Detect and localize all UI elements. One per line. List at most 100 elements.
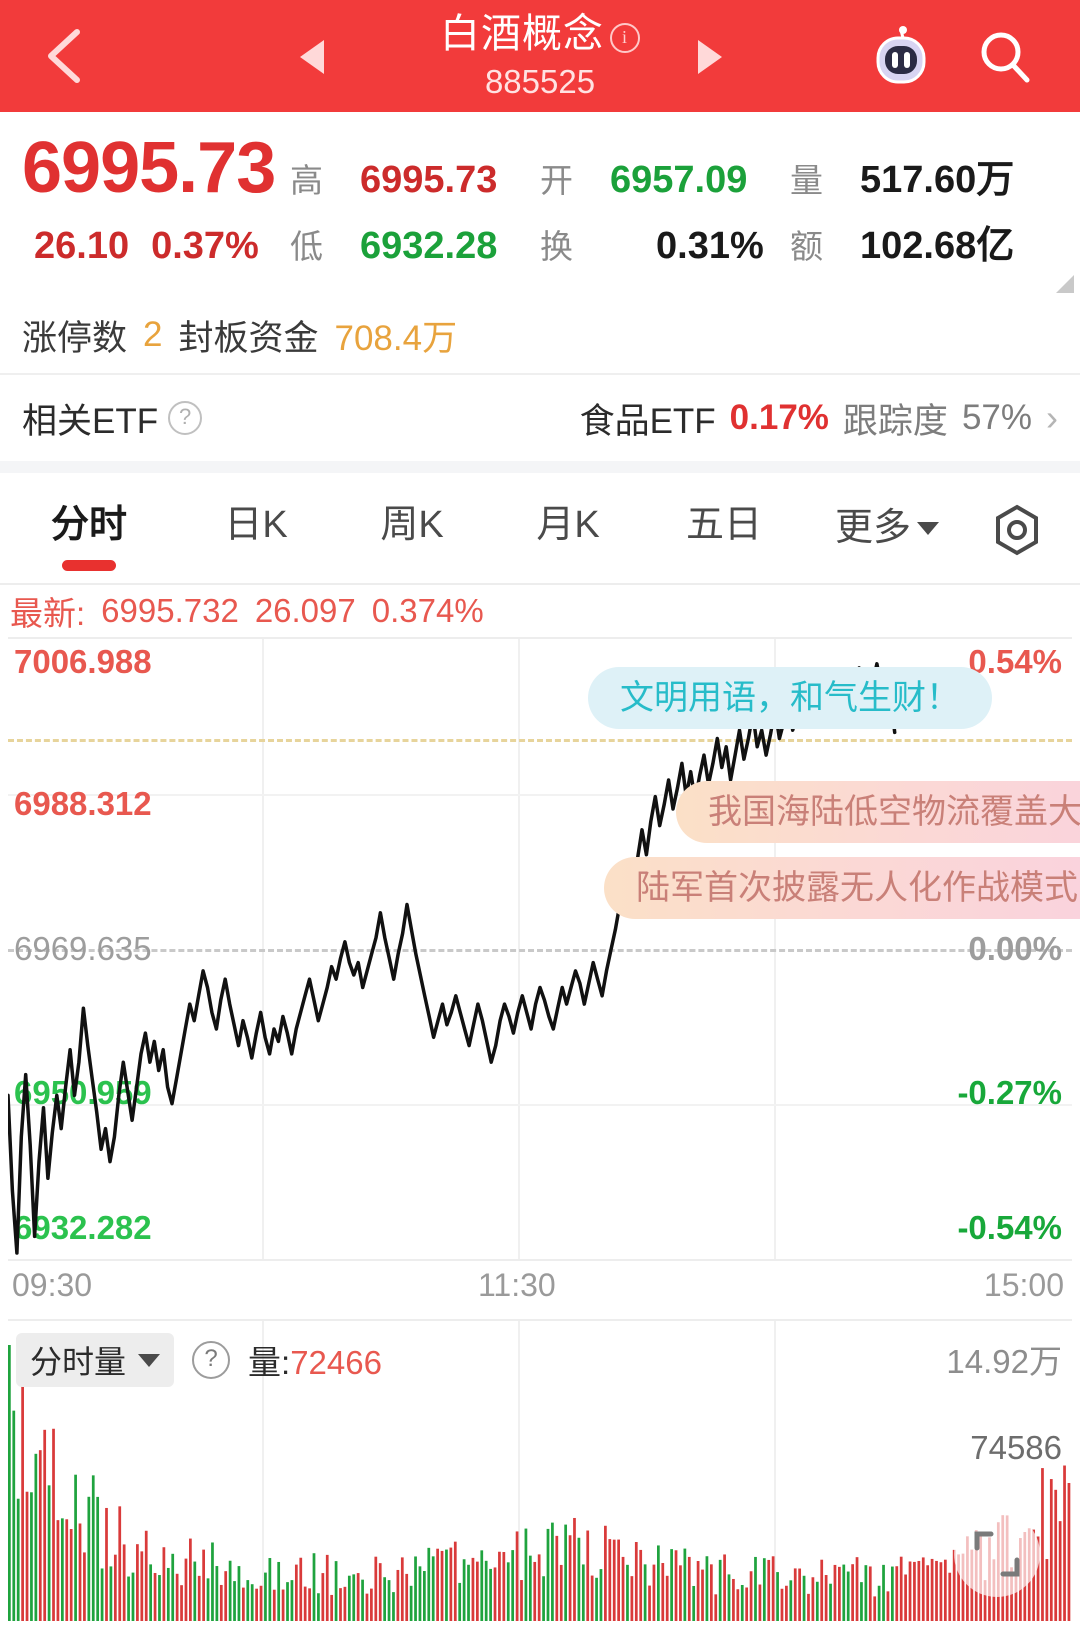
next-stock-button[interactable] — [698, 40, 722, 74]
change-percent: 0.37% — [151, 225, 259, 267]
tab-day-k[interactable]: 日K — [224, 504, 288, 546]
volume-indicator-label: 分时量 — [30, 1344, 127, 1380]
limit-up-row: 涨停数 2 封板资金 708.4万 — [0, 297, 1080, 375]
time-tick-2: 15:00 — [983, 1267, 1064, 1303]
quote-panel: 6995.73 高 6995.73 开 6957.09 量 517.60万 26… — [0, 112, 1080, 297]
grid-line-h — [8, 794, 1072, 796]
volume-label: 量 — [790, 162, 823, 199]
pct-axis-label-3: -0.27% — [957, 1074, 1062, 1111]
time-axis: 09:30 11:30 15:00 — [8, 1261, 1072, 1319]
open-label: 开 — [540, 162, 573, 199]
grid-line-v — [518, 1321, 520, 1621]
seal-fund-amount: 708.4万 — [334, 318, 458, 358]
volume-readout-value: 72466 — [290, 1344, 382, 1381]
volume-header: 分时量 ? 量:72466 — [16, 1333, 382, 1387]
prev-stock-button[interactable] — [300, 40, 324, 74]
back-button[interactable] — [34, 26, 94, 86]
volume-cell: 量 517.60万 — [790, 148, 1014, 203]
y-axis-label-0: 7006.988 — [14, 643, 152, 680]
volume-max-label: 14.92万 — [946, 1343, 1062, 1380]
time-tick-1: 11:30 — [478, 1267, 556, 1303]
tab-more[interactable]: 更多 — [802, 473, 972, 583]
quote-row-2: 26.10 0.37% 低 6932.28 换 0.31% 额 102.68亿 — [22, 214, 1058, 294]
time-tick-0: 09:30 — [12, 1267, 93, 1303]
search-icon — [981, 32, 1030, 83]
y-axis-label-2: 6969.635 — [14, 930, 152, 967]
latest-price: 6995.732 — [101, 592, 239, 629]
settings-gear-icon — [996, 504, 1038, 556]
turnover-value: 0.31% — [656, 225, 764, 267]
low-label: 低 — [290, 228, 323, 265]
price-line — [8, 662, 897, 1255]
caret-down-icon — [138, 1353, 161, 1367]
last-price: 6995.73 — [22, 128, 276, 208]
seal-fund-label: 封板资金 — [178, 318, 319, 358]
news-pill-1[interactable]: 我国海陆低空物流覆盖大突 — [676, 781, 1080, 843]
high-label: 高 — [290, 162, 323, 199]
track-value: 57% — [961, 398, 1032, 437]
latest-percent: 0.374% — [371, 592, 484, 629]
tab-more-label: 更多 — [834, 507, 911, 549]
etf-change-percent: 0.17% — [729, 398, 829, 437]
page-title[interactable]: 白酒概念 i — [440, 8, 640, 60]
info-icon[interactable]: i — [610, 23, 640, 53]
fullscreen-expand-icon — [974, 1531, 1020, 1577]
caret-down-icon — [917, 521, 939, 535]
limit-up-count: 2 — [143, 315, 163, 354]
news-pill-2[interactable]: 陆军首次披露无人化作战模式 — [604, 857, 1080, 919]
robot-assistant-button[interactable] — [870, 26, 932, 88]
related-etf-left: 相关ETF ? — [22, 393, 203, 444]
volume-chart[interactable]: 分时量 ? 量:72466 14.92万 74586 — [8, 1319, 1072, 1621]
volume-indicator-selector[interactable]: 分时量 — [16, 1333, 175, 1387]
prev-close-dashed-line — [8, 949, 1072, 952]
low-value: 6932.28 — [360, 225, 498, 267]
amount-value: 102.68亿 — [860, 225, 1015, 267]
question-icon[interactable]: ? — [192, 1341, 231, 1379]
amount-cell: 额 102.68亿 — [790, 214, 1014, 269]
track-label: 跟踪度 — [842, 401, 948, 441]
turnover-label: 换 — [540, 228, 573, 265]
intraday-price-chart[interactable]: 7006.988 6988.312 6969.635 6950.959 6932… — [8, 637, 1080, 1261]
related-etf-row[interactable]: 相关ETF ? 食品ETF 0.17% 跟踪度 57% › — [0, 375, 1080, 473]
grid-line-v — [774, 1321, 776, 1621]
question-icon[interactable]: ? — [168, 401, 203, 435]
pct-axis-label-0: 0.54% — [968, 643, 1062, 680]
volume-current-label: 74586 — [970, 1429, 1062, 1466]
tab-fenshi[interactable]: 分时 — [0, 473, 178, 583]
page-title-text: 白酒概念 — [440, 12, 604, 56]
quote-row-1: 6995.73 高 6995.73 开 6957.09 量 517.60万 — [22, 122, 1058, 214]
y-axis-label-1: 6988.312 — [14, 785, 152, 822]
triangle-left-icon — [300, 40, 324, 74]
chart-tab-bar: 分时 日K 周K 月K 五日 更多 — [0, 473, 1080, 585]
amount-label: 额 — [790, 228, 823, 265]
etf-name: 食品ETF — [579, 401, 716, 441]
grid-line-h — [8, 1104, 1072, 1106]
upper-dashed-line — [8, 739, 1072, 742]
chevron-left-icon — [48, 29, 80, 83]
chart-settings-button[interactable] — [988, 501, 1046, 559]
open-value: 6957.09 — [610, 159, 748, 201]
open-cell: 开 6957.09 — [540, 154, 790, 202]
news-pill-0[interactable]: 文明用语，和气生财！ — [588, 667, 992, 729]
volume-readout-label: 量: — [248, 1344, 291, 1381]
search-button[interactable] — [976, 28, 1034, 86]
app-header: 白酒概念 i 885525 — [0, 0, 1080, 112]
related-etf-right: 食品ETF 0.17% 跟踪度 57% › — [580, 393, 1058, 444]
turnover-cell: 换 0.31% — [540, 220, 790, 268]
volume-value: 517.60万 — [860, 159, 1015, 201]
pct-axis-label-2: 0.00% — [968, 930, 1062, 967]
grid-line-v — [262, 1321, 264, 1621]
change-value: 26.10 — [34, 225, 130, 267]
fullscreen-button[interactable] — [954, 1511, 1040, 1597]
pct-axis-label-4: -0.54% — [957, 1209, 1062, 1246]
tab-five-day[interactable]: 五日 — [685, 504, 762, 546]
limit-up-label: 涨停数 — [22, 318, 128, 358]
tab-week-k[interactable]: 周K — [380, 504, 444, 546]
robot-assistant-icon — [876, 26, 926, 84]
tab-month-k[interactable]: 月K — [536, 504, 600, 546]
related-etf-label: 相关ETF — [22, 401, 159, 441]
chevron-right-icon[interactable]: › — [1046, 397, 1058, 438]
high-value: 6995.73 — [360, 159, 498, 201]
expand-corner-icon[interactable] — [1056, 275, 1074, 293]
